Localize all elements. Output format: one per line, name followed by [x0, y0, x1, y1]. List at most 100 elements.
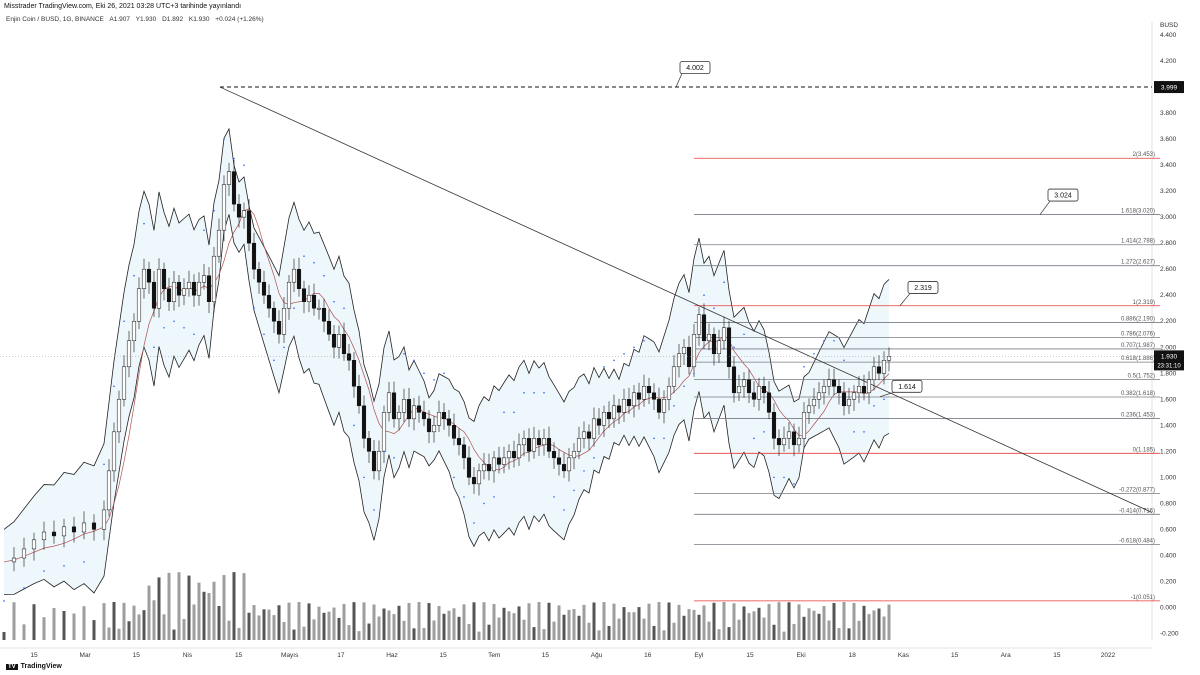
sar-dot — [643, 339, 645, 342]
sar-dot — [433, 378, 435, 381]
candle-body — [91, 522, 97, 530]
volume-bar — [857, 620, 861, 640]
sar-dot — [623, 352, 625, 355]
candle-body — [621, 399, 627, 413]
time-tick-label: Nis — [183, 652, 193, 659]
sar-dot — [203, 229, 205, 231]
volume-bar — [722, 602, 726, 640]
volume-bar — [617, 618, 621, 640]
time-tick-label: Ara — [1001, 652, 1012, 659]
volume-bar — [492, 604, 496, 640]
candle-body — [111, 431, 117, 472]
volume-bar — [852, 602, 856, 640]
price-tick-label: 1.600 — [1160, 396, 1177, 403]
sar-dot — [263, 333, 265, 336]
candle-body — [341, 334, 347, 355]
sar-dot — [373, 509, 375, 511]
price-tick-label: 3.600 — [1160, 136, 1177, 143]
candle-body — [366, 438, 372, 452]
sar-dot — [483, 502, 485, 505]
candle-body — [356, 386, 362, 407]
price-tick-label: 0.400 — [1160, 552, 1177, 559]
candle-body — [456, 438, 462, 446]
sar-dot — [753, 437, 755, 440]
volume-bar — [42, 617, 46, 640]
candle-body — [721, 327, 727, 342]
sar-dot — [403, 352, 405, 355]
candle-body — [411, 405, 417, 420]
volume-bar — [127, 621, 131, 640]
candle-body — [556, 457, 562, 465]
volume-bar — [432, 620, 436, 640]
candle-body — [71, 526, 77, 533]
candle-body — [181, 288, 187, 296]
time-tick-label: Ağu — [591, 652, 603, 659]
candle-body — [816, 392, 822, 400]
volume-bar — [137, 614, 141, 640]
volume-bar — [517, 606, 521, 640]
annotation-box — [679, 61, 711, 74]
candle-body — [856, 386, 862, 394]
candle-body — [746, 379, 752, 394]
volume-bar — [402, 620, 406, 640]
candle-body — [321, 307, 327, 322]
volume-bar — [102, 603, 106, 640]
annotation-leader — [1039, 200, 1051, 215]
sar-dot — [873, 405, 875, 407]
sar-dot — [743, 333, 745, 336]
candle-body — [106, 470, 112, 511]
candle-body — [311, 294, 317, 309]
volume-bar — [182, 619, 186, 640]
sar-dot — [63, 565, 65, 567]
sar-dot — [23, 587, 25, 589]
fib-level-label: 0.382(1.618) — [1121, 391, 1155, 397]
volume-bar — [317, 606, 321, 640]
candle-body — [601, 412, 607, 426]
volume-bar — [107, 627, 111, 640]
volume-bar — [762, 617, 766, 640]
volume-bar — [487, 624, 491, 640]
volume-bar — [597, 630, 601, 640]
candle-body — [216, 229, 222, 257]
sar-dot — [553, 496, 555, 498]
sar-dot — [323, 274, 325, 277]
candle-body — [271, 307, 277, 322]
volume-bar — [92, 620, 96, 640]
time-tick-label: Haz — [386, 652, 398, 659]
candle-body — [376, 451, 382, 472]
candle-body — [386, 392, 392, 413]
candle-body — [871, 366, 877, 381]
fib-level-label: 1.618(3.020) — [1121, 209, 1155, 215]
volume-bar — [142, 610, 146, 640]
volume-bar — [712, 602, 716, 640]
candle-body — [681, 347, 687, 355]
fib-level-label: -0.618(0.484) — [1119, 539, 1155, 545]
volume-bar — [672, 622, 676, 640]
volume-bar — [647, 603, 651, 640]
sar-dot — [423, 372, 425, 375]
volume-bar — [277, 605, 281, 640]
time-tick-label: 15 — [235, 652, 243, 659]
price-chart[interactable]: 4.4004.2004.0003.8003.6003.4003.2003.000… — [0, 0, 1200, 660]
candle-body — [611, 405, 617, 420]
volume-bar — [457, 616, 461, 640]
volume-bar — [252, 605, 256, 640]
fib-level-label: 0.786(2.076) — [1121, 331, 1155, 337]
candle-body — [466, 457, 472, 478]
candle-body — [336, 334, 342, 348]
volume-bar — [382, 608, 386, 640]
candle-body — [651, 392, 657, 400]
candle-body — [586, 431, 592, 439]
candle-body — [711, 334, 717, 355]
volume-bar — [302, 626, 306, 640]
bollinger-lower — [3, 214, 890, 595]
time-tick-label: Mar — [80, 652, 92, 659]
time-tick-label: 15 — [951, 652, 959, 659]
legend-close: K1.930 — [188, 16, 210, 23]
sar-dot — [363, 476, 365, 479]
price-tick-label: -0.200 — [1160, 630, 1179, 637]
candle-body — [596, 418, 602, 426]
volume-bar — [637, 607, 641, 640]
volume-bar — [52, 608, 56, 640]
annotation-label: 2.319 — [914, 285, 932, 292]
